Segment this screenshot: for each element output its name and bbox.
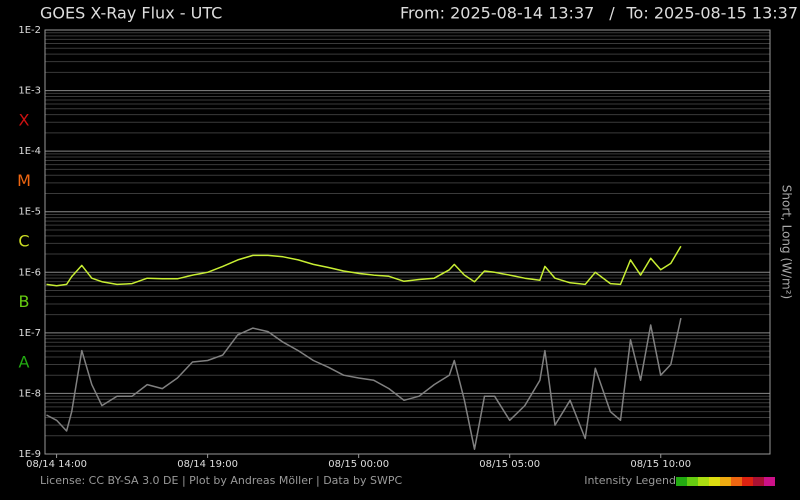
y-tick-label: 1E-9 (18, 449, 41, 460)
y-tick-label: 1E-2 (18, 25, 41, 36)
flare-class-label: M (17, 171, 31, 190)
intensity-swatch (731, 477, 742, 486)
x-tick-label: 08/15 05:00 (479, 459, 540, 470)
y-tick-label: 1E-5 (18, 207, 41, 218)
intensity-swatch (698, 477, 709, 486)
y-tick-label: 1E-7 (18, 328, 41, 339)
flare-class-label: X (19, 110, 30, 129)
y-axis-label: Short, Long (W/m²) (780, 185, 794, 299)
to-label: To: 2025-08-15 13:37 (626, 4, 799, 23)
series-line (46, 245, 682, 287)
intensity-swatch (676, 477, 687, 486)
y-tick-label: 1E-4 (18, 146, 41, 157)
intensity-swatch (742, 477, 753, 486)
chart-title: GOES X-Ray Flux - UTC (40, 4, 222, 23)
intensity-swatch (709, 477, 720, 486)
intensity-swatch (764, 477, 775, 486)
separator: / (609, 4, 615, 23)
x-tick-label: 08/15 10:00 (630, 459, 691, 470)
x-tick-label: 08/14 19:00 (177, 459, 238, 470)
y-tick-label: 1E-8 (18, 388, 41, 399)
intensity-swatch (687, 477, 698, 486)
flare-class-label: A (19, 353, 30, 372)
series-line (46, 317, 682, 450)
x-tick-label: 08/15 00:00 (328, 459, 389, 470)
license: License: CC BY-SA 3.0 DE | Plot by Andre… (40, 474, 402, 487)
intensity-swatch (753, 477, 764, 486)
plot-border (44, 29, 771, 455)
flare-class-label: C (18, 232, 29, 251)
x-tick-label: 08/14 14:00 (26, 459, 87, 470)
from-label: From: 2025-08-14 13:37 (400, 4, 594, 23)
flare-class-label: B (19, 292, 30, 311)
y-tick-label: 1E-6 (18, 267, 41, 278)
intensity-swatch (720, 477, 731, 486)
y-tick-label: 1E-3 (18, 86, 41, 97)
intensity-legend-label: Intensity Legend (584, 474, 676, 487)
